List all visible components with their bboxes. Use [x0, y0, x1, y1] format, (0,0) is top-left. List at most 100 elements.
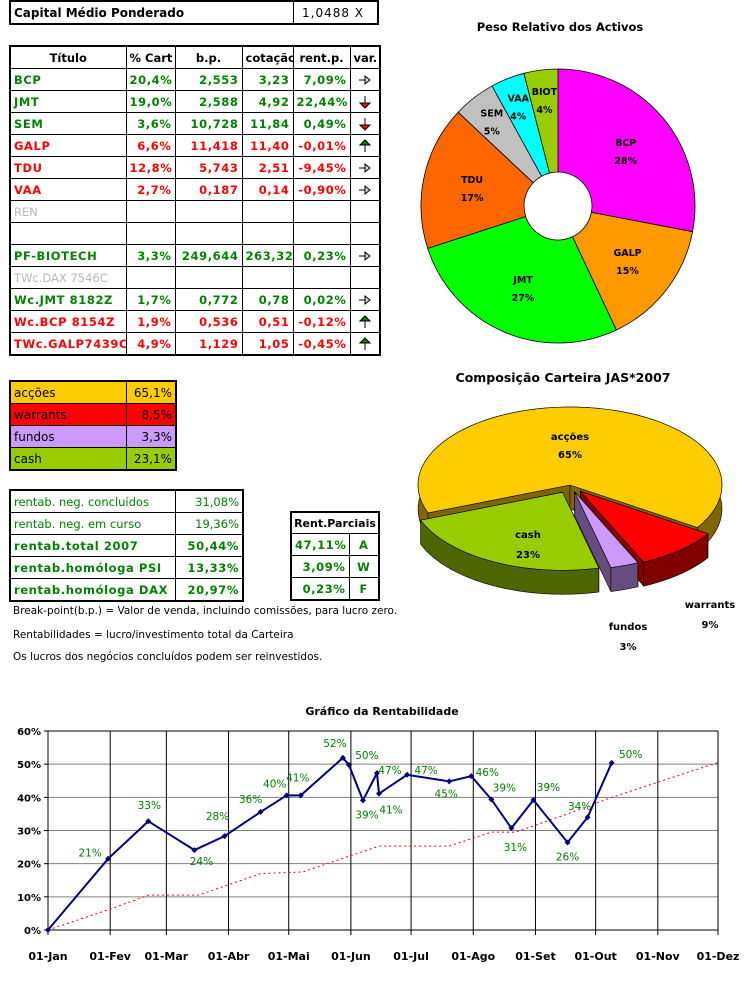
pie3d-label: fundos	[609, 622, 648, 633]
table-row: JMT 19,0% 2,588 4,92 22,44%	[9, 90, 381, 113]
asset-class-value: 65,1%	[125, 380, 177, 404]
parciais-code: A	[348, 533, 380, 556]
y-tick-label: 50%	[17, 760, 41, 771]
cell-title	[9, 222, 127, 245]
y-tick-label: 40%	[17, 793, 41, 804]
column-header: rent.p.	[292, 45, 351, 69]
cell-cot: 0,78	[241, 288, 294, 311]
data-label: 50%	[619, 749, 642, 761]
table-row: REN	[9, 200, 381, 223]
x-tick-label: 01-Mar	[145, 950, 189, 963]
cell-pct: 1,7%	[125, 288, 176, 311]
data-label: 46%	[476, 767, 499, 779]
x-tick-label: 01-Out	[574, 950, 616, 963]
data-point	[508, 825, 515, 832]
y-tick-label: 60%	[17, 727, 41, 738]
cell-cot: 11,40	[241, 134, 294, 157]
var-cell	[349, 90, 381, 113]
data-point	[191, 847, 198, 854]
asset-class-row: fundos 3,3%	[9, 425, 177, 448]
var-cell	[349, 134, 381, 157]
donut-slice-tdu	[420, 111, 534, 249]
cell-bp: 249,644	[174, 244, 243, 267]
column-header: cotação	[241, 45, 294, 69]
cell-title: TWc.GALP7439C	[9, 332, 127, 356]
pie3d-label: warrants	[685, 600, 735, 611]
donut-title: Peso Relativo dos Activos	[477, 20, 644, 34]
rentab-row: rentab.total 2007 50,44%	[9, 534, 244, 557]
data-point	[608, 759, 615, 766]
x-tick-label: 01-Jan	[28, 950, 67, 963]
cell-cot: 0,14	[241, 178, 294, 201]
table-row: VAA 2,7% 0,187 0,14 -0,90%	[9, 178, 381, 201]
portfolio-table: Título% Cart b.p. cotação rent.p. var. BCP 20,…	[9, 45, 381, 356]
arrow-up-icon	[358, 315, 371, 328]
donut-value-label: 5%	[484, 127, 501, 138]
cell-rent: 0,02%	[292, 288, 351, 311]
data-point	[584, 814, 591, 821]
data-label: 21%	[79, 848, 102, 860]
note-breakpoint: Break-point(b.p.) = Valor de venda, incl…	[13, 605, 398, 617]
cell-pct	[125, 200, 176, 223]
cell-rent: -0,90%	[292, 178, 351, 201]
donut-value-label: 27%	[512, 293, 535, 304]
rentab-value: 50,44%	[174, 534, 244, 557]
asset-class-label: warrants	[9, 403, 127, 426]
data-point	[404, 771, 411, 778]
table-row: PF-BIOTECH 3,3% 249,644 263,32 0,23%	[9, 244, 381, 267]
asset-class-value: 3,3%	[125, 425, 177, 448]
var-cell	[349, 332, 381, 356]
asset-class-value: 23,1%	[125, 447, 177, 471]
cell-cot	[241, 222, 294, 245]
data-point	[297, 792, 304, 799]
data-point	[446, 778, 453, 785]
cell-pct: 1,9%	[125, 310, 176, 333]
rent-parciais-table: Rent.Parciais 47,11% A 3,09% W 0,23% F	[290, 511, 381, 601]
data-label: 47%	[378, 765, 401, 777]
cell-title: BCP	[9, 68, 127, 91]
cell-pct: 20,4%	[125, 68, 176, 91]
cell-pct: 4,9%	[125, 332, 176, 356]
donut-label: TDU	[461, 175, 483, 186]
data-label: 40%	[263, 778, 286, 790]
donut-value-label: 17%	[461, 193, 484, 204]
parciais-row: 47,11% A	[290, 533, 380, 556]
x-tick-label: 01-Jul	[393, 950, 429, 963]
table-row: Wc.BCP 8154Z 1,9% 0,536 0,51 -0,12%	[9, 310, 381, 333]
capital-label: Capital Médio Ponderado	[9, 0, 294, 25]
x-tick-label: 01-Fev	[89, 950, 131, 963]
benchmark-line	[47, 762, 719, 931]
cell-bp: 1,129	[174, 332, 243, 356]
pie3d-label: acções	[551, 432, 589, 443]
parciais-value: 0,23%	[290, 577, 350, 601]
cell-title: SEM	[9, 112, 127, 135]
cell-rent: 0,49%	[292, 112, 351, 135]
cell-rent	[292, 200, 351, 223]
rentab-row: rentab. neg. concluídos 31,08%	[9, 489, 244, 513]
pie3d-slice-fundos	[574, 490, 639, 592]
cell-pct: 12,8%	[125, 156, 176, 179]
rentab-label: rentab. neg. em curso	[9, 512, 176, 535]
rentabilidade-line	[47, 756, 613, 931]
cell-rent: -0,01%	[292, 134, 351, 157]
cell-cot: 263,32	[241, 244, 294, 267]
parciais-row: 0,23% F	[290, 577, 380, 601]
cell-rent: 0,23%	[292, 244, 351, 267]
cell-cot	[241, 200, 294, 223]
x-tick-label: 01-Dez	[697, 950, 740, 963]
cell-title: JMT	[9, 90, 127, 113]
data-label: 39%	[493, 782, 516, 794]
data-label: 28%	[206, 811, 229, 823]
cell-bp: 11,418	[174, 134, 243, 157]
arrow-down-icon	[358, 95, 371, 109]
donut-value-label: 4%	[510, 112, 527, 123]
pie-chart-composicao: Composição Carteira JAS*2007 acções 65% wa…	[417, 370, 735, 653]
cell-pct: 3,3%	[125, 244, 176, 267]
data-label: 45%	[435, 788, 458, 800]
parciais-row: 3,09% W	[290, 555, 380, 578]
cell-title: TDU	[9, 156, 127, 179]
cell-bp: 2,588	[174, 90, 243, 113]
arrow-up-icon	[358, 337, 371, 350]
var-cell	[349, 266, 381, 289]
donut-value-label: 28%	[614, 156, 637, 167]
